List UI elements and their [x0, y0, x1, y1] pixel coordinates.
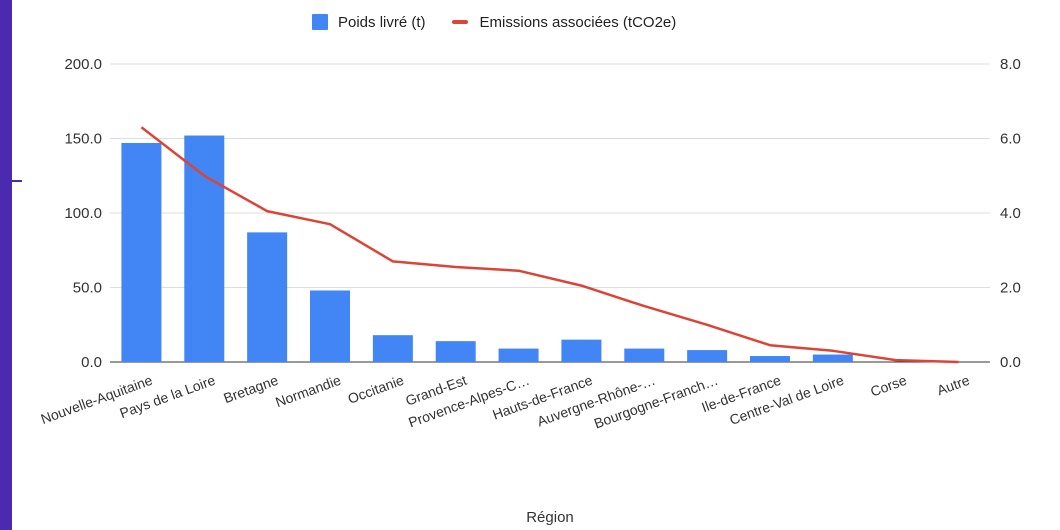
- x-tick-label: Occitanie: [346, 372, 407, 407]
- left-frame-notch: [0, 180, 22, 182]
- bar: [310, 290, 350, 362]
- bar: [184, 135, 225, 362]
- legend-swatch-line: [451, 20, 468, 24]
- bar: [372, 335, 413, 362]
- legend-item-line[interactable]: Emissions associées (tCO2e): [451, 13, 677, 31]
- y2-tick-label: 0.0: [1000, 354, 1021, 371]
- y-tick-label: 150.0: [64, 131, 102, 148]
- y-tick-label: 100.0: [64, 205, 102, 222]
- chart-container: Poids livré (t) Emissions associées (tCO…: [12, 0, 1060, 530]
- legend-swatch-bar: [312, 14, 328, 30]
- legend-item-bars[interactable]: Poids livré (t): [312, 14, 426, 31]
- bar: [750, 356, 790, 362]
- y-tick-label: 50.0: [73, 280, 102, 297]
- bar: [687, 350, 728, 362]
- x-tick-label: Corse: [868, 372, 909, 400]
- bar: [812, 354, 853, 362]
- bar: [435, 341, 476, 362]
- bar: [247, 232, 288, 362]
- legend: Poids livré (t) Emissions associées (tCO…: [312, 10, 702, 34]
- bar: [121, 142, 162, 362]
- y2-tick-label: 4.0: [1000, 205, 1021, 222]
- x-tick-label: Autre: [935, 372, 972, 399]
- y-tick-label: 200.0: [64, 56, 102, 73]
- emissions-line: [140, 126, 959, 364]
- bar: [498, 348, 539, 362]
- left-frame-border: [0, 0, 12, 530]
- bar: [624, 348, 665, 362]
- y2-tick-label: 8.0: [1000, 56, 1021, 73]
- x-axis-title: Région: [526, 509, 574, 526]
- bar: [561, 339, 602, 362]
- x-tick-label: Bretagne: [221, 372, 280, 407]
- y-tick-label: 0.0: [81, 354, 102, 371]
- y2-tick-label: 2.0: [1000, 280, 1021, 297]
- chart-svg: 0.050.0100.0150.0200.00.02.04.06.08.0Nou…: [39, 56, 1021, 526]
- y2-tick-label: 6.0: [1000, 131, 1021, 148]
- legend-label-line: Emissions associées (tCO2e): [479, 13, 677, 31]
- x-tick-label: Normandie: [273, 372, 343, 411]
- legend-label-bars: Poids livré (t): [338, 13, 426, 31]
